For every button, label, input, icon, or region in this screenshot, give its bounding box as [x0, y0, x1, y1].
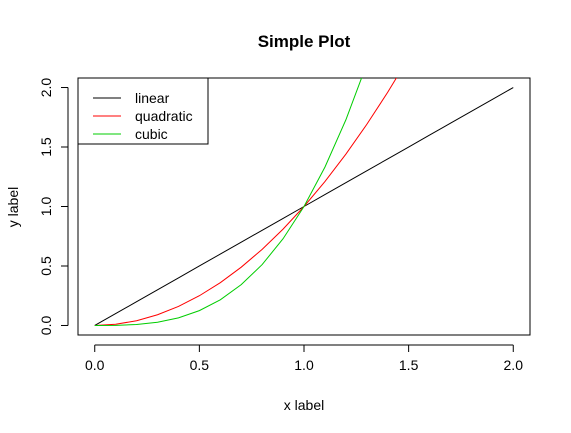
- y-tick-label: 0.5: [38, 256, 54, 276]
- x-tick-label: 1.0: [294, 357, 314, 373]
- y-tick-label: 0.0: [38, 316, 54, 336]
- legend-label-quadratic: quadratic: [135, 108, 193, 124]
- legend: linear quadratic cubic: [77, 77, 209, 145]
- plot-frame: [77, 77, 531, 336]
- y-axis-label: y label: [5, 187, 21, 227]
- x-axis-label: x label: [284, 397, 324, 413]
- legend-label-linear: linear: [135, 90, 170, 106]
- x-axis: 0.0 0.5 1.0 1.5 2.0: [85, 344, 524, 373]
- x-tick-label: 0.0: [85, 357, 105, 373]
- y-tick-label: 1.5: [38, 137, 54, 157]
- legend-box: [77, 77, 209, 145]
- legend-label-cubic: cubic: [135, 126, 168, 142]
- x-tick-label: 2.0: [504, 357, 524, 373]
- y-tick-label: 2.0: [38, 78, 54, 98]
- chart-title: Simple Plot: [258, 32, 351, 51]
- series-line-cubic: [94, 78, 363, 326]
- series-layer: [94, 78, 514, 326]
- x-tick-label: 1.5: [399, 357, 419, 373]
- y-axis: 0.0 0.5 1.0 1.5 2.0: [38, 78, 69, 336]
- x-tick-label: 0.5: [190, 357, 210, 373]
- y-tick-label: 1.0: [38, 197, 54, 217]
